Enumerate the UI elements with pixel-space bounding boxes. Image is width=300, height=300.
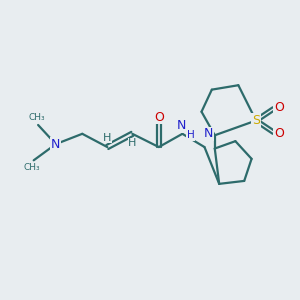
Text: O: O: [274, 101, 284, 114]
Text: CH₃: CH₃: [28, 113, 45, 122]
Text: N: N: [204, 127, 214, 140]
Text: CH₃: CH₃: [24, 163, 40, 172]
Text: H: H: [187, 130, 194, 140]
Text: O: O: [274, 127, 284, 140]
Text: H: H: [128, 138, 136, 148]
Text: H: H: [103, 133, 112, 142]
Text: S: S: [252, 114, 260, 127]
Text: O: O: [154, 110, 164, 124]
Text: N: N: [51, 138, 61, 151]
Text: N: N: [177, 119, 187, 132]
